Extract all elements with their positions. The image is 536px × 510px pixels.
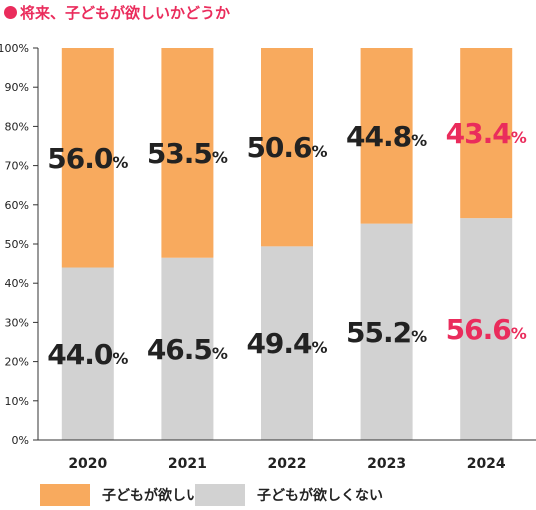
data-label-want-2021: 53.5%	[147, 137, 228, 170]
bar-not-want-2022	[261, 246, 313, 440]
data-label-not-want-2023: 55.2%	[346, 316, 427, 349]
y-tick-label: 30%	[5, 316, 29, 329]
data-label-not-want-2024: 56.6%	[446, 313, 527, 346]
bar-want-2024	[460, 48, 513, 219]
x-tick-label-2023: 2023	[367, 456, 406, 472]
bar-not-want-2021	[161, 257, 214, 440]
data-label-want-2020: 56.0%	[47, 142, 128, 175]
y-tick-label: 70%	[5, 160, 29, 173]
y-tick-label: 50%	[5, 238, 29, 251]
data-label-not-want-2022: 49.4%	[246, 327, 327, 360]
bar-not-want-2020	[61, 267, 114, 440]
bar-want-2022	[261, 48, 313, 247]
data-label-want-2024: 43.4%	[446, 117, 527, 150]
y-tick-label: 0%	[12, 434, 29, 447]
data-label-not-want-2020: 44.0%	[47, 338, 128, 371]
bar-not-want-2023	[360, 223, 413, 440]
data-label-want-2022: 50.6%	[246, 131, 327, 164]
x-tick-label-2024: 2024	[467, 456, 506, 472]
bar-want-2023	[360, 48, 413, 224]
x-tick-label-2022: 2022	[268, 456, 307, 472]
y-tick-label: 90%	[5, 81, 29, 94]
bar-want-2021	[161, 48, 214, 258]
bullet-icon	[4, 5, 17, 19]
x-tick-label-2020: 2020	[68, 456, 107, 472]
y-tick-label: 40%	[5, 277, 29, 290]
chart-title: 将来、子どもが欲しいかどうか	[4, 2, 230, 22]
y-tick-label: 60%	[5, 199, 29, 212]
bar-want-2020	[61, 48, 114, 268]
y-tick-label: 80%	[5, 120, 29, 133]
y-tick-label: 20%	[5, 356, 29, 369]
bar-not-want-2024	[460, 218, 513, 440]
y-tick-label: 100%	[0, 42, 29, 55]
chart-title-text: 将来、子どもが欲しいかどうか	[20, 3, 231, 22]
data-label-not-want-2021: 46.5%	[147, 333, 228, 366]
data-label-want-2023: 44.8%	[346, 120, 427, 153]
y-tick-label: 10%	[5, 395, 29, 408]
x-tick-label-2021: 2021	[168, 456, 207, 472]
